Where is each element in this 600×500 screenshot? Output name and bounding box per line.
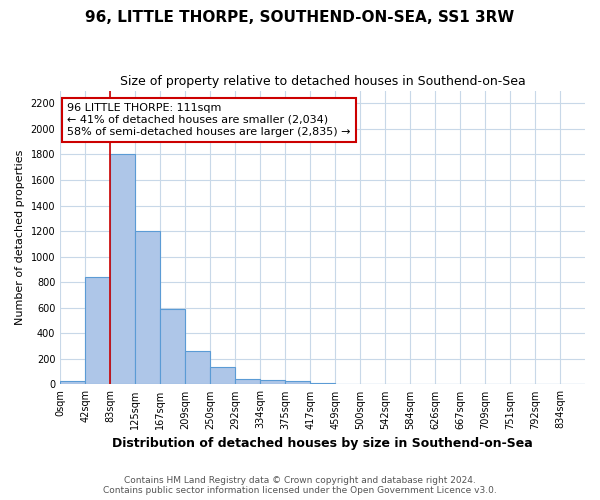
Text: 96 LITTLE THORPE: 111sqm
← 41% of detached houses are smaller (2,034)
58% of sem: 96 LITTLE THORPE: 111sqm ← 41% of detach… <box>67 104 350 136</box>
Bar <box>310 382 335 384</box>
Bar <box>160 309 185 384</box>
Bar <box>135 231 160 384</box>
Title: Size of property relative to detached houses in Southend-on-Sea: Size of property relative to detached ho… <box>120 75 526 88</box>
Bar <box>235 380 260 384</box>
Y-axis label: Number of detached properties: Number of detached properties <box>15 150 25 325</box>
Bar <box>85 277 110 384</box>
Bar <box>285 381 310 384</box>
X-axis label: Distribution of detached houses by size in Southend-on-Sea: Distribution of detached houses by size … <box>112 437 533 450</box>
Bar <box>260 380 285 384</box>
Text: 96, LITTLE THORPE, SOUTHEND-ON-SEA, SS1 3RW: 96, LITTLE THORPE, SOUTHEND-ON-SEA, SS1 … <box>85 10 515 25</box>
Bar <box>110 154 135 384</box>
Bar <box>185 351 210 384</box>
Text: Contains HM Land Registry data © Crown copyright and database right 2024.
Contai: Contains HM Land Registry data © Crown c… <box>103 476 497 495</box>
Bar <box>210 367 235 384</box>
Bar <box>60 381 85 384</box>
